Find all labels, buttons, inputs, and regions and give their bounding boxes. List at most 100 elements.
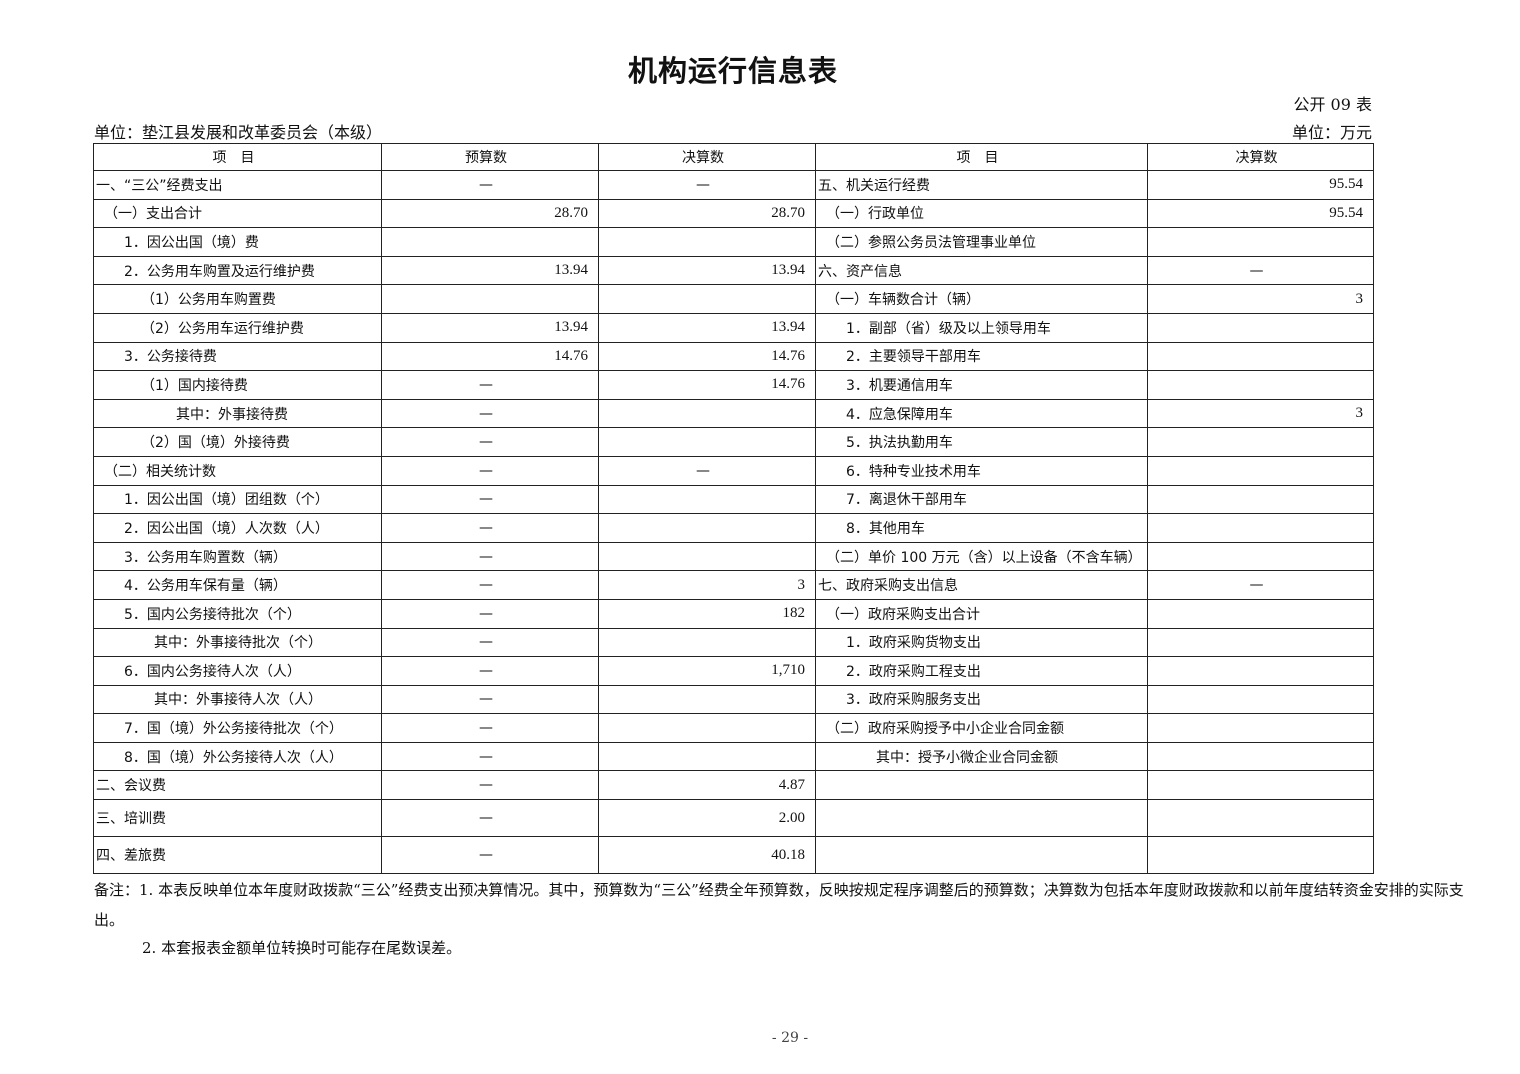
row-label: 2．因公出国（境）人次数（人） [93, 513, 382, 543]
budget-value: — [381, 799, 599, 838]
final-value: 1,710 [598, 656, 816, 686]
right-row-label: （一）行政单位 [815, 198, 1148, 229]
budget-value: — [381, 570, 599, 600]
right-final-value [1147, 455, 1374, 486]
table-row: （一）支出合计 28.70 28.70 （一）行政单位 95.54 [93, 198, 1374, 229]
right-row-label [815, 836, 1148, 875]
row-label: 2．公务用车购置及运行维护费 [93, 255, 382, 286]
right-row-label: 七、政府采购支出信息 [815, 570, 1148, 600]
table-row: 2．公务用车购置及运行维护费 13.94 13.94 六、资产信息 — [93, 255, 1374, 286]
row-label: （一）支出合计 [93, 198, 382, 229]
right-row-label: 五、机关运行经费 [815, 170, 1148, 200]
right-row-label: 六、资产信息 [815, 255, 1148, 286]
table-row: 四、差旅费 —40.18 [93, 836, 1374, 875]
table-row: 一、“三公”经费支出 — — 五、机关运行经费 95.54 [93, 170, 1374, 200]
final-value: 28.70 [598, 198, 816, 229]
right-row-label: （一）政府采购支出合计 [815, 598, 1148, 629]
final-value: 182 [598, 598, 816, 629]
row-label: （二）相关统计数 [93, 455, 382, 486]
table-row: 其中：外事接待费 — 4．应急保障用车 3 [93, 398, 1374, 429]
budget-value: — [381, 713, 599, 743]
final-value [598, 684, 816, 715]
table-row: 二、会议费 —4.87 [93, 770, 1374, 801]
final-value: 14.76 [598, 370, 816, 400]
right-row-label: 2．政府采购工程支出 [815, 656, 1148, 686]
final-value [598, 541, 816, 572]
table-row: 5．国内公务接待批次（个） —182 （一）政府采购支出合计 [93, 598, 1374, 629]
right-final-value [1147, 341, 1374, 372]
budget-value: 13.94 [381, 255, 599, 286]
budget-value: — [381, 627, 599, 658]
budget-value: — [381, 455, 599, 486]
final-value: 4.87 [598, 770, 816, 801]
right-row-label: （二）单价 100 万元（含）以上设备（不含车辆） [815, 541, 1148, 572]
row-label: 三、培训费 [93, 799, 382, 838]
header-budget: 预算数 [381, 143, 599, 171]
budget-value: 13.94 [381, 312, 599, 343]
row-label: 1．因公出国（境）团组数（个） [93, 484, 382, 515]
table-row: 7．国（境）外公务接待批次（个） — （二）政府采购授予中小企业合同金额 [93, 713, 1374, 743]
final-value: 40.18 [598, 836, 816, 875]
right-row-label: 8．其他用车 [815, 513, 1148, 543]
budget-value [381, 227, 599, 257]
right-row-label: 1．副部（省）级及以上领导用车 [815, 312, 1148, 343]
table-row: （1）公务用车购置费 （一）车辆数合计（辆） 3 [93, 284, 1374, 314]
right-row-label: 6．特种专业技术用车 [815, 455, 1148, 486]
final-value [598, 484, 816, 515]
table-row: 1．因公出国（境）费 （二）参照公务员法管理事业单位 [93, 227, 1374, 257]
budget-value: — [381, 741, 599, 772]
right-row-label: （二）政府采购授予中小企业合同金额 [815, 713, 1148, 743]
page-number: - 29 - [771, 1030, 809, 1046]
right-final-value: 3 [1147, 284, 1374, 314]
header-item: 项 目 [93, 143, 382, 171]
row-label: 4．公务用车保有量（辆） [93, 570, 382, 600]
right-final-value: 95.54 [1147, 170, 1374, 200]
final-value [598, 427, 816, 457]
table-row: 3．公务接待费 14.76 14.76 2．主要领导干部用车 [93, 341, 1374, 372]
final-value: — [598, 170, 816, 200]
budget-value: — [381, 836, 599, 875]
row-label: 一、“三公”经费支出 [93, 170, 382, 200]
final-value: 2.00 [598, 799, 816, 838]
right-final-value [1147, 541, 1374, 572]
right-final-value [1147, 741, 1374, 772]
budget-value: — [381, 398, 599, 429]
page-title: 机构运行信息表 [627, 54, 838, 88]
right-final-value [1147, 627, 1374, 658]
table-row: （1）国内接待费 —14.76 3．机要通信用车 [93, 370, 1374, 400]
budget-value: — [381, 170, 599, 200]
budget-value: — [381, 513, 599, 543]
row-label: 二、会议费 [93, 770, 382, 801]
budget-value: — [381, 656, 599, 686]
table-row: 1．因公出国（境）团组数（个） — 7．离退休干部用车 [93, 484, 1374, 515]
right-final-value [1147, 427, 1374, 457]
right-final-value [1147, 227, 1374, 257]
final-value: 14.76 [598, 341, 816, 372]
right-row-label [815, 770, 1148, 801]
table-row: （2）公务用车运行维护费 13.94 13.94 1．副部（省）级及以上领导用车 [93, 312, 1374, 343]
right-final-value [1147, 513, 1374, 543]
final-value [598, 513, 816, 543]
final-value [598, 398, 816, 429]
final-value: — [598, 455, 816, 486]
right-final-value [1147, 770, 1374, 801]
note-1: 备注：1. 本表反映单位本年度财政拨款“三公”经费支出预决算情况。其中，预算数为… [94, 881, 1464, 929]
right-row-label [815, 799, 1148, 838]
organization-unit: 单位：垫江县发展和改革委员会（本级） [94, 123, 383, 142]
budget-value: — [381, 541, 599, 572]
right-row-label: 2．主要领导干部用车 [815, 341, 1148, 372]
header-final-right: 决算数 [1147, 143, 1374, 171]
row-label: （2）国（境）外接待费 [93, 427, 382, 457]
table-row: 三、培训费 —2.00 [93, 799, 1374, 838]
right-row-label: （二）参照公务员法管理事业单位 [815, 227, 1148, 257]
table-row: 其中：外事接待人次（人） — 3．政府采购服务支出 [93, 684, 1374, 715]
note-2: 2. 本套报表金额单位转换时可能存在尾数误差。 [142, 939, 462, 957]
right-final-value [1147, 484, 1374, 515]
row-label: 5．国内公务接待批次（个） [93, 598, 382, 629]
row-label: （1）国内接待费 [93, 370, 382, 400]
row-label: 7．国（境）外公务接待批次（个） [93, 713, 382, 743]
final-value: 3 [598, 570, 816, 600]
row-label: 其中：外事接待批次（个） [93, 627, 382, 658]
right-row-label: 7．离退休干部用车 [815, 484, 1148, 515]
budget-value: — [381, 770, 599, 801]
